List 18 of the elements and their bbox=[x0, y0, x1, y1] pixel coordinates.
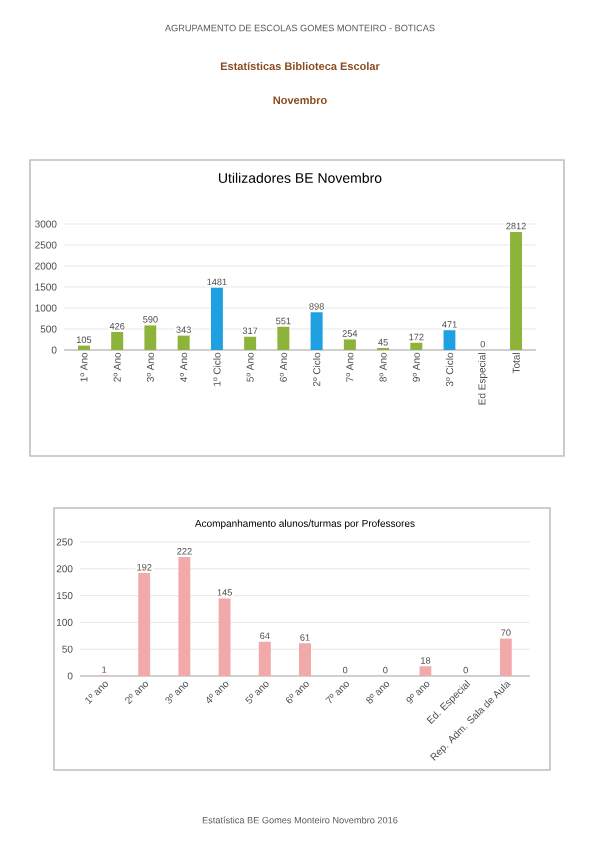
bar bbox=[443, 330, 456, 350]
bar bbox=[244, 336, 257, 350]
bar bbox=[144, 325, 157, 350]
bar bbox=[419, 666, 432, 676]
bar bbox=[277, 326, 290, 350]
bar bbox=[298, 643, 311, 676]
bar bbox=[410, 342, 423, 350]
bar bbox=[111, 332, 124, 350]
bar bbox=[210, 287, 223, 350]
bar bbox=[177, 335, 190, 350]
bar bbox=[510, 231, 523, 350]
bar bbox=[258, 641, 271, 676]
bar bbox=[343, 339, 356, 350]
bar bbox=[138, 573, 151, 676]
bar bbox=[310, 312, 323, 350]
bar bbox=[218, 598, 231, 676]
bar bbox=[499, 638, 512, 676]
bar bbox=[178, 557, 191, 676]
